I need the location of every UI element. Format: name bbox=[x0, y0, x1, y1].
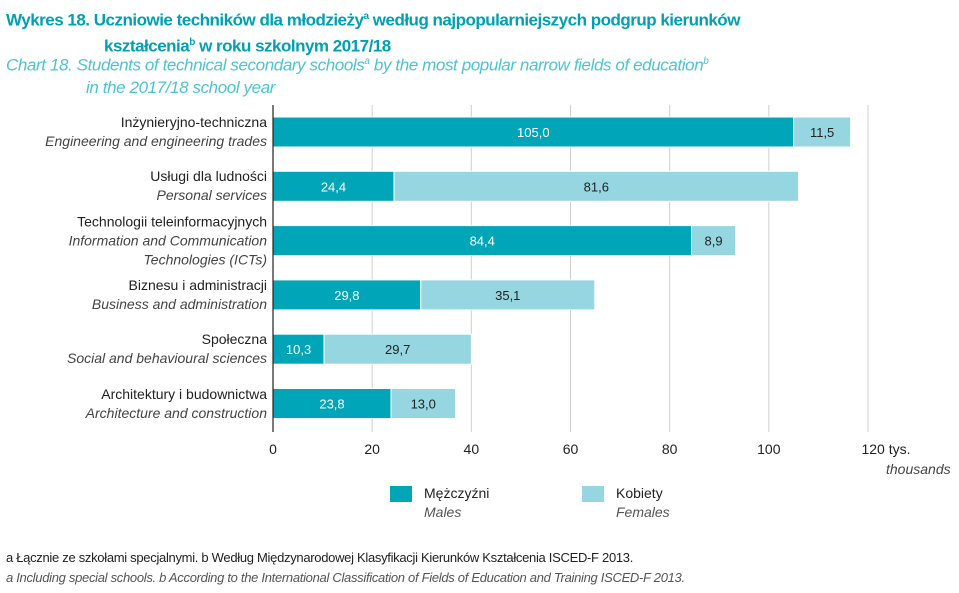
footnote-marker-b-en: b bbox=[703, 56, 709, 67]
x-tick-label: 60 bbox=[562, 441, 579, 457]
category-label-pl: Społeczna bbox=[201, 331, 267, 348]
footnote-pl: a Łącznie ze szkołami specjalnymi. b Wed… bbox=[6, 550, 634, 565]
data-label: 8,9 bbox=[705, 234, 723, 249]
category-label-pl: Inżynieryjno-techniczna bbox=[120, 114, 267, 130]
x-tick-label: 0 bbox=[269, 441, 277, 457]
legend-label-en: Males bbox=[424, 504, 462, 520]
data-label: 11,5 bbox=[810, 125, 834, 140]
bar-females bbox=[690, 225, 737, 257]
title-pl-line2: kształcenia bbox=[104, 36, 190, 56]
data-label: 10,3 bbox=[286, 342, 311, 357]
bar-males bbox=[272, 388, 392, 419]
bar-males bbox=[272, 116, 795, 148]
data-label: 105,0 bbox=[517, 125, 550, 140]
title-pl-line1: Wykres 18. Uczniowie techników dla młodz… bbox=[6, 10, 364, 30]
x-tick-label: 80 bbox=[661, 441, 678, 457]
data-label: 24,4 bbox=[321, 179, 346, 194]
data-label: 13,0 bbox=[411, 397, 436, 412]
category-label: Architektury i budownictwa Architecture a… bbox=[86, 385, 267, 423]
bar-males bbox=[272, 170, 395, 202]
bar-females bbox=[323, 333, 472, 365]
data-label: 29,8 bbox=[334, 288, 359, 303]
legend-label-pl: Kobiety bbox=[616, 485, 663, 501]
legend-label-pl: Mężczyźni bbox=[424, 485, 490, 501]
title-en-line2: in the 2017/18 school year bbox=[86, 77, 276, 97]
category-label-pl: Biznesu i administracji bbox=[128, 276, 268, 293]
footnote-marker-b: b bbox=[189, 36, 195, 48]
legend-item-females: Kobiety Females bbox=[582, 484, 670, 522]
title-pl-line1-rest: według najpopularniejszych podgrup kieru… bbox=[368, 10, 741, 30]
category-label-pl: Technologii teleinformacyjnych bbox=[77, 213, 267, 230]
legend-swatch-males bbox=[390, 486, 412, 502]
category-label-en: Social and behavioural sciences bbox=[66, 350, 267, 367]
chart-title-pl: Wykres 18. Uczniowie techników dla młodz… bbox=[6, 6, 740, 57]
title-pl-line2-rest: w roku szkolnym 2017/18 bbox=[194, 36, 391, 56]
category-label-en: Information and Communication Technologi… bbox=[68, 232, 267, 268]
category-label-pl: Architektury i budownictwa bbox=[101, 385, 267, 402]
bar-females bbox=[393, 170, 800, 202]
x-tick-label: 20 bbox=[364, 441, 380, 457]
category-label-pl: Usługi dla ludności bbox=[150, 168, 267, 185]
legend-label-en: Females bbox=[616, 504, 670, 520]
data-label: 29,7 bbox=[385, 342, 410, 357]
data-label: 84,4 bbox=[470, 234, 495, 249]
category-label-en: Engineering and engineering trades bbox=[45, 133, 267, 149]
chart-title-en: Chart 18. Students of technical secondar… bbox=[6, 51, 709, 99]
data-label: 81,6 bbox=[584, 179, 609, 194]
bar-females bbox=[420, 279, 596, 311]
x-tick-label: 100 bbox=[757, 441, 781, 457]
bar-males bbox=[272, 225, 692, 257]
footnote-marker-a-en: a bbox=[364, 56, 370, 67]
x-tick-label: 40 bbox=[463, 441, 480, 457]
footnote-marker-a: a bbox=[363, 11, 369, 22]
category-label: Usługi dla ludności Personal services bbox=[150, 167, 267, 205]
legend-item-males: Mężczyźni Males bbox=[390, 484, 489, 522]
data-label: 23,8 bbox=[319, 397, 344, 412]
category-label: Inżynieryjno-techniczna Engineering and e… bbox=[45, 113, 267, 151]
data-label: 35,1 bbox=[495, 288, 520, 303]
category-label: Społeczna Social and behavioural sciences bbox=[67, 330, 267, 368]
x-tick-label: 120 tys. bbox=[861, 441, 911, 457]
bar-females bbox=[390, 388, 456, 419]
title-en-line1-rest: by the most popular narrow fields of edu… bbox=[369, 55, 704, 75]
axis-unit-en: thousands bbox=[886, 461, 951, 477]
legend-swatch-females bbox=[582, 486, 604, 502]
title-en-line1: Chart 18. Students of technical secondar… bbox=[6, 55, 365, 75]
category-label: Biznesu i administracji Business and admi… bbox=[92, 276, 267, 314]
category-label-en: Architecture and construction bbox=[85, 404, 267, 421]
category-label: Technologii teleinformacyjnych Informatio… bbox=[27, 212, 267, 269]
category-label-en: Personal services bbox=[156, 187, 268, 204]
bar-females bbox=[793, 116, 852, 148]
footnote-en: a Including special schools. b According… bbox=[6, 570, 685, 585]
category-label-en: Business and administration bbox=[91, 295, 267, 312]
